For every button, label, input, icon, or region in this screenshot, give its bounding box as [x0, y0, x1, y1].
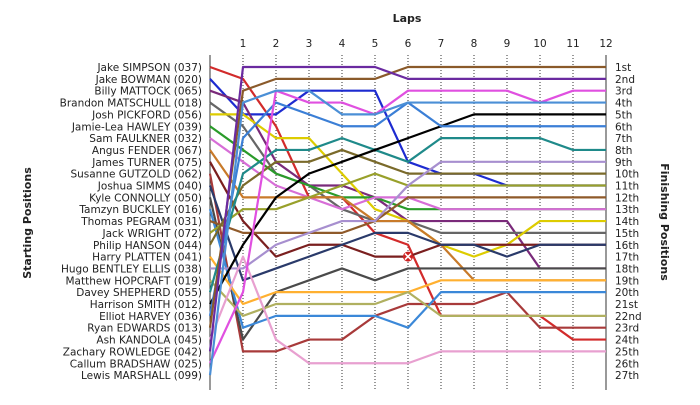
series-label: Davey SHEPHERD (055)	[76, 287, 202, 299]
series-label: James TURNER (075)	[91, 157, 202, 169]
series-label: Callum BRADSHAW (025)	[70, 358, 202, 370]
series-line	[209, 196, 606, 234]
series-line	[209, 113, 606, 305]
starting-position-labels: Jake SIMPSON (037)Jake BOWMAN (020)Billy…	[60, 62, 202, 382]
x-tick-label: 1	[240, 38, 247, 50]
finishing-label: 7th	[615, 133, 632, 145]
series-line	[209, 279, 606, 317]
finishing-label: 1st	[615, 62, 631, 74]
finishing-label: 12th	[615, 192, 639, 204]
series-label: Jack WRIGHT (072)	[101, 228, 202, 240]
series-label: Kyle CONNOLLY (050)	[89, 192, 202, 204]
x-tick-label: 8	[471, 38, 478, 50]
finishing-label: 22nd	[615, 311, 642, 323]
series-line	[208, 65, 606, 328]
series-label: Jamie-Lea HAWLEY (039)	[71, 121, 202, 133]
series-line	[208, 208, 606, 329]
finishing-label: 13th	[615, 204, 639, 216]
finishing-label: 11th	[615, 181, 639, 193]
x-tick-label: 11	[566, 38, 579, 50]
finishing-label: 19th	[615, 275, 639, 287]
finishing-label: 2nd	[615, 74, 635, 86]
x-tick-label: 9	[504, 38, 511, 50]
finishing-label: 17th	[615, 252, 639, 264]
series-label: Angus FENDER (067)	[92, 145, 202, 157]
series-label: Jake BOWMAN (020)	[95, 74, 202, 86]
y-axis-title-left: Starting Positions	[21, 167, 34, 279]
series-label: Harry PLATTEN (041)	[92, 252, 202, 264]
finishing-label: 21st	[615, 299, 638, 311]
series-label: Tamzyn BUCKLEY (016)	[78, 204, 202, 216]
series-label: Hugo BENTLEY ELLIS (038)	[61, 263, 202, 275]
x-tick-label: 2	[273, 38, 280, 50]
series-label: Philip HANSON (044)	[93, 240, 202, 252]
finishing-label: 16th	[615, 240, 639, 252]
series-label: Josh PICKFORD (056)	[91, 109, 202, 121]
x-tick-label: 7	[438, 38, 445, 50]
series-label: Harrison SMITH (012)	[90, 299, 202, 311]
x-tick-label: 12	[599, 38, 612, 50]
annotation	[403, 251, 413, 262]
series-line	[208, 65, 606, 352]
series-line	[208, 137, 606, 293]
series-lines	[208, 65, 606, 376]
finishing-label: 15th	[615, 228, 639, 240]
finishing-label: 8th	[615, 145, 632, 157]
x-marker-stroke	[404, 253, 412, 261]
series-label: Lewis MARSHALL (099)	[81, 370, 202, 382]
finishing-label: 5th	[615, 109, 632, 121]
x-tick-label: 6	[405, 38, 412, 50]
series-line	[209, 172, 606, 234]
x-axis-title: Laps	[393, 12, 422, 25]
finishing-label: 27th	[615, 370, 639, 382]
finishing-label: 26th	[615, 358, 639, 370]
series-label: Susanne GUTZOLD (062)	[70, 169, 202, 181]
series-label: Joshua SIMMS (040)	[97, 181, 202, 193]
series-label: Zachary ROWLEDGE (042)	[63, 346, 202, 358]
x-tick-label: 10	[533, 38, 546, 50]
x-tick-labels: 1 2 3 4 5 6 7 8 9 10 11 12	[240, 38, 613, 50]
series-line	[208, 185, 606, 282]
finishing-label: 10th	[615, 169, 639, 181]
grid	[209, 55, 607, 390]
finishing-label: 3rd	[615, 86, 632, 98]
x-tick-label: 4	[339, 38, 346, 50]
finishing-label: 18th	[615, 263, 639, 275]
series-label: Billy MATTOCK (065)	[94, 86, 202, 98]
series-label: Thomas PEGRAM (031)	[80, 216, 202, 228]
series-label: Ryan EDWARDS (013)	[87, 323, 202, 335]
finishing-label: 9th	[615, 157, 632, 169]
series-label: Ash KANDOLA (045)	[96, 335, 202, 347]
x-tick-label: 3	[306, 38, 313, 50]
finishing-label: 23rd	[615, 323, 639, 335]
x-tick-label: 5	[372, 38, 379, 50]
series-line	[208, 173, 606, 353]
series-label: Jake SIMPSON (037)	[96, 62, 202, 74]
finishing-label: 24th	[615, 335, 639, 347]
finishing-position-labels: 1st2nd3rd4th5th6th7th8th9th10th11th12th1…	[615, 62, 642, 382]
series-line	[208, 89, 606, 376]
series-label: Brandon MATSCHULL (018)	[60, 98, 202, 110]
finishing-label: 4th	[615, 98, 632, 110]
series-label: Sam FAULKNER (032)	[89, 133, 202, 145]
finishing-label: 14th	[615, 216, 639, 228]
y-axis-title-right: Finishing Positions	[658, 163, 671, 281]
finishing-label: 25th	[615, 346, 639, 358]
series-label: Elliot HARVEY (036)	[99, 311, 202, 323]
finishing-label: 20th	[615, 287, 639, 299]
series-line	[209, 148, 606, 246]
series-line	[210, 160, 606, 270]
finishing-label: 6th	[615, 121, 632, 133]
series-label: Matthew HOPCRAFT (019)	[66, 275, 203, 287]
series-line	[208, 255, 606, 365]
